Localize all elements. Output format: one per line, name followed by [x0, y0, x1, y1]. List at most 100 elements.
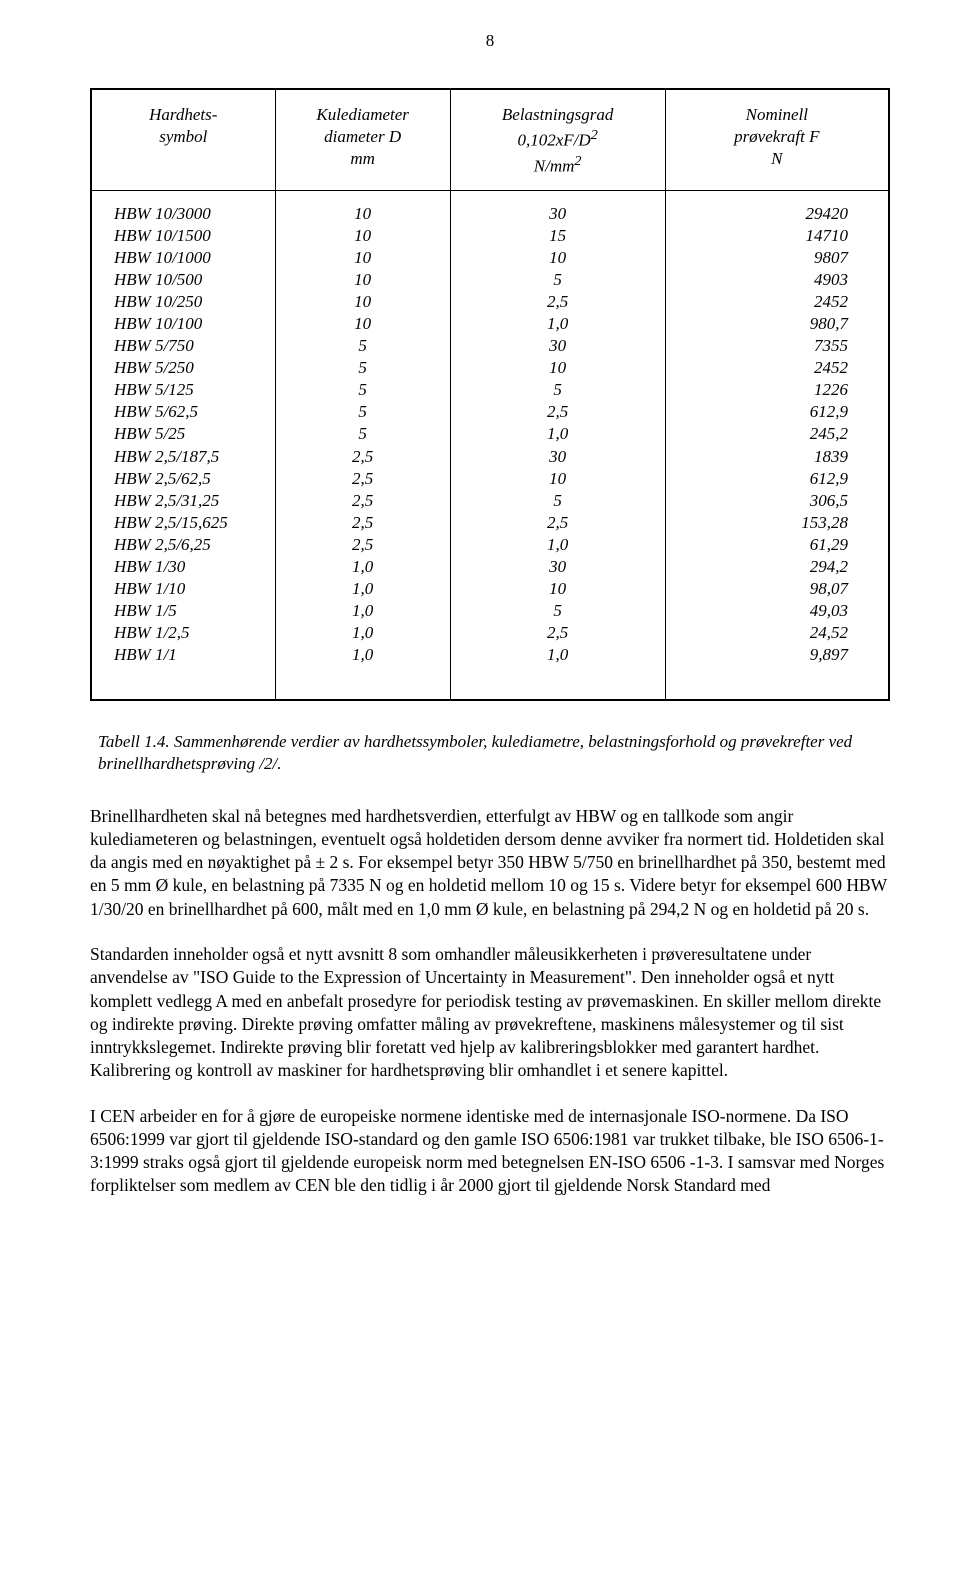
- cell-symbol: HBW 10/500: [92, 269, 275, 291]
- cell-force: 2452: [665, 357, 888, 379]
- cell-load: 10: [450, 468, 665, 490]
- cell-force: 294,2: [665, 556, 888, 578]
- cell-diameter: 10: [275, 313, 450, 335]
- cell-force: 980,7: [665, 313, 888, 335]
- cell-symbol: HBW 2,5/31,25: [92, 490, 275, 512]
- cell-force: 9807: [665, 247, 888, 269]
- cell-load: 10: [450, 357, 665, 379]
- cell-diameter: 10: [275, 225, 450, 247]
- cell-load: 30: [450, 190, 665, 225]
- cell-symbol: HBW 5/250: [92, 357, 275, 379]
- table-row: HBW 2,5/31,252,55306,5: [92, 490, 888, 512]
- cell-symbol: HBW 1/2,5: [92, 622, 275, 644]
- cell-diameter: 2,5: [275, 512, 450, 534]
- cell-symbol: HBW 5/25: [92, 423, 275, 445]
- table-row: HBW 10/250102,52452: [92, 291, 888, 313]
- cell-load: 1,0: [450, 534, 665, 556]
- cell-force: 29420: [665, 190, 888, 225]
- cell-symbol: HBW 2,5/62,5: [92, 468, 275, 490]
- cell-force: 612,9: [665, 401, 888, 423]
- cell-diameter: 1,0: [275, 578, 450, 600]
- cell-load: 1,0: [450, 423, 665, 445]
- cell-diameter: 2,5: [275, 468, 450, 490]
- page-number: 8: [90, 30, 890, 53]
- cell-force: 153,28: [665, 512, 888, 534]
- paragraph-2: Standarden inneholder også et nytt avsni…: [90, 943, 890, 1083]
- cell-force: 245,2: [665, 423, 888, 445]
- table-row: HBW 5/7505307355: [92, 335, 888, 357]
- cell-load: 5: [450, 490, 665, 512]
- cell-symbol: HBW 10/1000: [92, 247, 275, 269]
- hardness-table: Hardhets- symbol Kulediameter diameter D…: [92, 90, 888, 699]
- cell-load: 30: [450, 335, 665, 357]
- col-header-load: Belastningsgrad 0,102xF/D2 N/mm2: [450, 90, 665, 190]
- cell-symbol: HBW 5/750: [92, 335, 275, 357]
- table-row: HBW 2,5/187,52,5301839: [92, 446, 888, 468]
- cell-symbol: HBW 2,5/15,625: [92, 512, 275, 534]
- cell-symbol: HBW 1/5: [92, 600, 275, 622]
- cell-load: 30: [450, 446, 665, 468]
- table-row: HBW 2,5/6,252,51,061,29: [92, 534, 888, 556]
- cell-diameter: 5: [275, 335, 450, 357]
- col-header-symbol: Hardhets- symbol: [92, 90, 275, 190]
- cell-diameter: 10: [275, 190, 450, 225]
- cell-symbol: HBW 1/1: [92, 644, 275, 698]
- cell-diameter: 5: [275, 379, 450, 401]
- cell-load: 1,0: [450, 644, 665, 698]
- cell-load: 2,5: [450, 512, 665, 534]
- cell-diameter: 2,5: [275, 534, 450, 556]
- cell-force: 7355: [665, 335, 888, 357]
- table-row: HBW 1/11,01,09,897: [92, 644, 888, 698]
- cell-load: 5: [450, 379, 665, 401]
- hardness-table-container: Hardhets- symbol Kulediameter diameter D…: [90, 88, 890, 701]
- cell-diameter: 5: [275, 357, 450, 379]
- cell-symbol: HBW 1/30: [92, 556, 275, 578]
- col-header-diameter: Kulediameter diameter D mm: [275, 90, 450, 190]
- cell-diameter: 1,0: [275, 556, 450, 578]
- cell-diameter: 1,0: [275, 644, 450, 698]
- table-caption: Tabell 1.4. Sammenhørende verdier av har…: [98, 731, 890, 775]
- cell-symbol: HBW 10/3000: [92, 190, 275, 225]
- table-row: HBW 1/301,030294,2: [92, 556, 888, 578]
- cell-load: 2,5: [450, 401, 665, 423]
- cell-force: 1226: [665, 379, 888, 401]
- cell-load: 1,0: [450, 313, 665, 335]
- cell-force: 1839: [665, 446, 888, 468]
- cell-load: 10: [450, 247, 665, 269]
- table-row: HBW 10/5001054903: [92, 269, 888, 291]
- table-row: HBW 1/2,51,02,524,52: [92, 622, 888, 644]
- cell-symbol: HBW 2,5/6,25: [92, 534, 275, 556]
- cell-load: 5: [450, 269, 665, 291]
- table-body: HBW 10/3000103029420HBW 10/1500101514710…: [92, 190, 888, 698]
- cell-diameter: 10: [275, 269, 450, 291]
- cell-force: 9,897: [665, 644, 888, 698]
- cell-force: 612,9: [665, 468, 888, 490]
- cell-symbol: HBW 2,5/187,5: [92, 446, 275, 468]
- table-row: HBW 1/51,0549,03: [92, 600, 888, 622]
- cell-load: 5: [450, 600, 665, 622]
- paragraph-3: I CEN arbeider en for å gjøre de europei…: [90, 1105, 890, 1198]
- table-row: HBW 10/100010109807: [92, 247, 888, 269]
- cell-force: 14710: [665, 225, 888, 247]
- cell-load: 2,5: [450, 622, 665, 644]
- cell-diameter: 5: [275, 423, 450, 445]
- table-row: HBW 10/100101,0980,7: [92, 313, 888, 335]
- cell-force: 24,52: [665, 622, 888, 644]
- cell-force: 49,03: [665, 600, 888, 622]
- cell-diameter: 10: [275, 291, 450, 313]
- cell-diameter: 1,0: [275, 622, 450, 644]
- cell-diameter: 10: [275, 247, 450, 269]
- cell-force: 4903: [665, 269, 888, 291]
- cell-symbol: HBW 5/125: [92, 379, 275, 401]
- cell-force: 98,07: [665, 578, 888, 600]
- table-row: HBW 10/3000103029420: [92, 190, 888, 225]
- cell-load: 30: [450, 556, 665, 578]
- cell-load: 10: [450, 578, 665, 600]
- cell-diameter: 1,0: [275, 600, 450, 622]
- cell-force: 306,5: [665, 490, 888, 512]
- cell-symbol: HBW 1/10: [92, 578, 275, 600]
- cell-symbol: HBW 10/100: [92, 313, 275, 335]
- cell-load: 2,5: [450, 291, 665, 313]
- table-row: HBW 10/1500101514710: [92, 225, 888, 247]
- cell-symbol: HBW 10/1500: [92, 225, 275, 247]
